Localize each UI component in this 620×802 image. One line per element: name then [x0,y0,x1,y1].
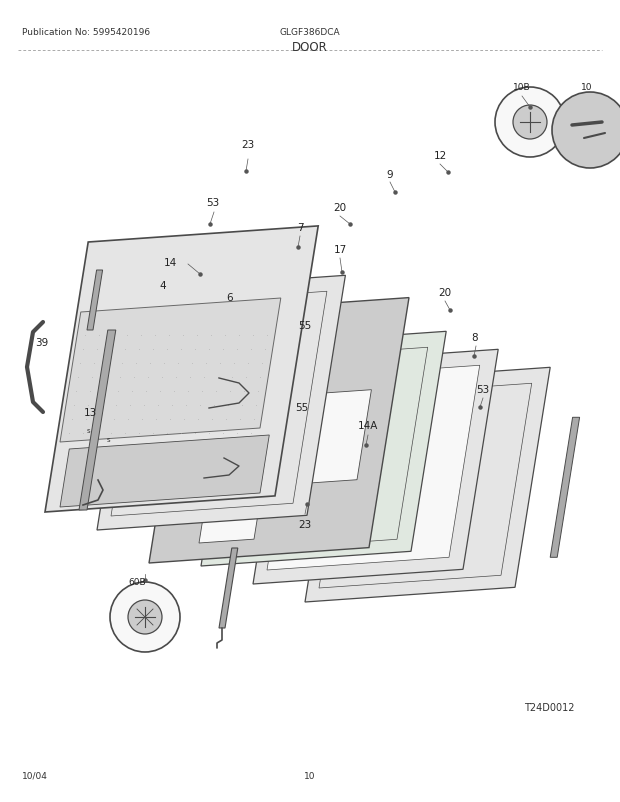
Text: GLGF386DCA: GLGF386DCA [280,28,340,37]
Polygon shape [550,418,580,557]
Text: 13: 13 [83,407,97,418]
Text: 10: 10 [581,83,593,91]
Text: 14A: 14A [358,420,378,431]
Circle shape [552,93,620,168]
Text: 10B: 10B [513,83,531,91]
Text: 53: 53 [476,384,490,395]
Circle shape [110,582,180,652]
Text: 60B: 60B [128,577,146,587]
Text: s: s [106,436,110,443]
Text: 55: 55 [295,403,309,412]
Polygon shape [79,330,116,510]
Text: 23: 23 [241,140,255,150]
Circle shape [495,88,565,158]
Text: 17: 17 [334,245,347,255]
Text: 12: 12 [433,151,446,160]
Polygon shape [149,298,409,563]
Polygon shape [45,227,318,512]
Polygon shape [305,368,550,602]
Text: 14: 14 [164,257,177,268]
Text: 10: 10 [304,771,316,780]
Polygon shape [253,350,498,585]
Polygon shape [167,391,371,493]
Text: 8: 8 [472,333,478,342]
Text: 9: 9 [387,170,393,180]
Polygon shape [97,276,345,530]
Text: Publication No: 5995420196: Publication No: 5995420196 [22,28,150,37]
Polygon shape [267,366,480,570]
Text: 23: 23 [298,520,312,529]
Circle shape [128,600,162,634]
Text: 6: 6 [227,293,233,302]
Text: 39: 39 [35,338,48,347]
Text: 20: 20 [334,203,347,213]
Circle shape [513,106,547,140]
Text: T24D0012: T24D0012 [525,702,575,712]
Text: 55: 55 [298,321,312,330]
Text: 20: 20 [438,288,451,298]
Polygon shape [199,495,261,543]
Text: eReplacementParts.com: eReplacementParts.com [255,328,365,337]
Polygon shape [201,332,446,566]
Polygon shape [87,270,102,330]
Text: DOOR: DOOR [292,41,328,54]
Polygon shape [60,298,281,443]
Polygon shape [60,435,269,508]
Text: 4: 4 [160,281,166,290]
Text: s: s [86,427,90,433]
Polygon shape [211,346,257,388]
Text: 10/04: 10/04 [22,771,48,780]
Text: 7: 7 [297,223,303,233]
Polygon shape [219,549,238,628]
Text: 53: 53 [206,198,219,208]
